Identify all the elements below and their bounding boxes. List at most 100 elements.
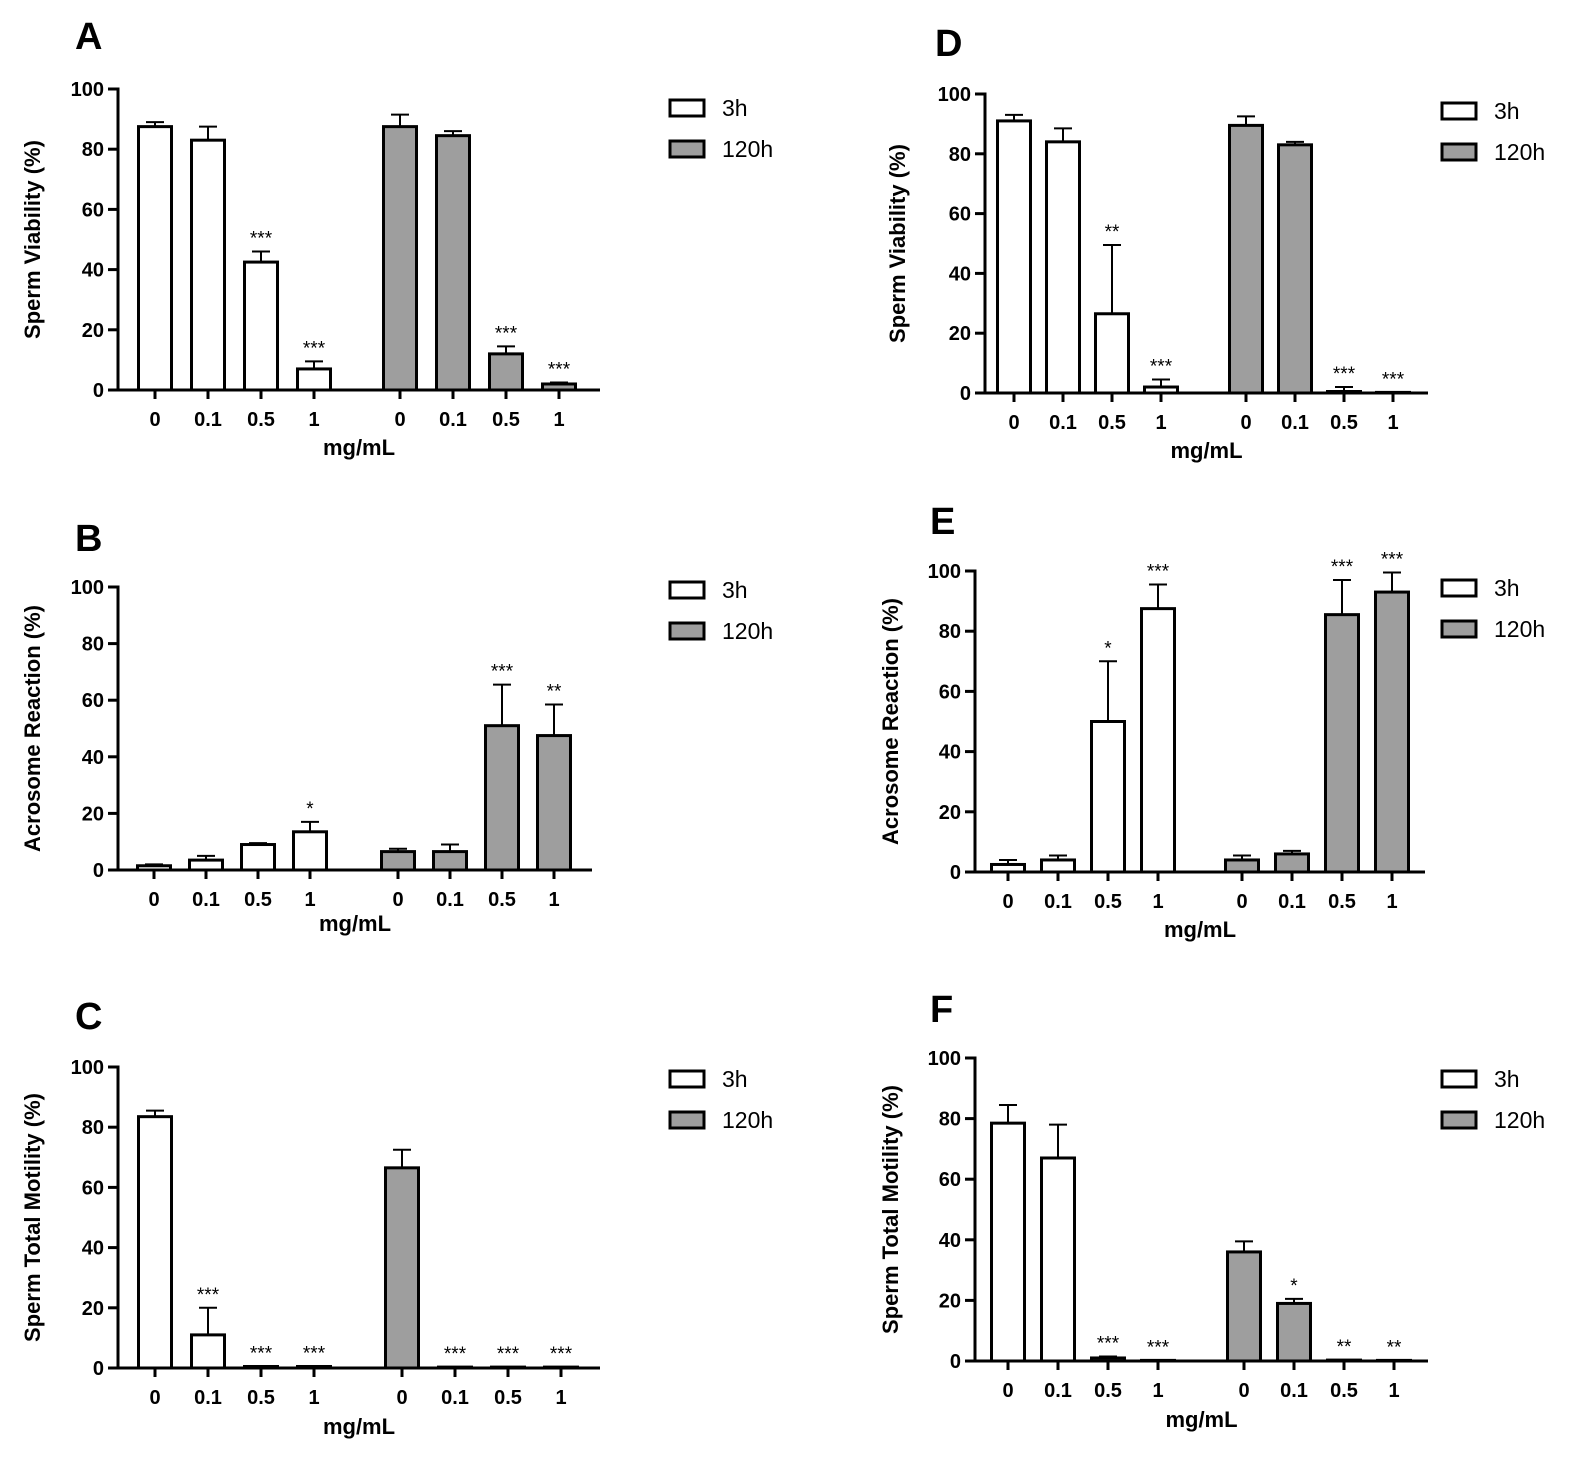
- bar-c-120h-1: [543, 1365, 579, 1370]
- x-tick-label-b: 0: [148, 889, 159, 911]
- panel-letter-b: B: [75, 518, 102, 560]
- x-tick-label-e: 0.1: [1044, 891, 1072, 913]
- y-tick-label-b: 80: [82, 634, 104, 656]
- bar-b-120h-1: [536, 734, 572, 872]
- x-tick-label-c: 0: [149, 1387, 160, 1409]
- y-axis-title-e: Acrosome Reaction (%): [878, 598, 903, 845]
- y-tick-label-e: 80: [939, 621, 961, 643]
- bar-c-3h-0: [137, 1115, 173, 1370]
- significance-c: ***: [303, 1343, 326, 1364]
- y-tick-label-d: 0: [960, 383, 971, 405]
- significance-b: ***: [491, 662, 514, 683]
- x-tick-label-a: 0.1: [194, 409, 222, 431]
- significance-e: ***: [1381, 550, 1404, 571]
- y-tick-label-b: 60: [82, 690, 104, 712]
- bar-d-3h-0: [996, 119, 1032, 395]
- x-tick-label-f: 0.1: [1044, 1380, 1072, 1402]
- bar-d-3h-1: [1143, 385, 1179, 395]
- x-axis-title-d: mg/mL: [1170, 438, 1242, 463]
- panel-letter-a: A: [75, 16, 102, 58]
- x-tick-label-d: 0.5: [1330, 412, 1358, 434]
- bar-a-120h-1: [541, 382, 577, 392]
- x-tick-label-a: 0.5: [492, 409, 520, 431]
- x-tick-label-c: 0: [396, 1387, 407, 1409]
- x-tick-label-e: 0.5: [1328, 891, 1356, 913]
- significance-c: ***: [197, 1285, 220, 1306]
- bar-d-3h-0.1: [1045, 140, 1081, 395]
- bar-f-120h-0: [1226, 1250, 1262, 1363]
- x-tick-label-a: 1: [553, 409, 564, 431]
- significance-a: ***: [495, 323, 518, 344]
- y-tick-label-a: 0: [93, 380, 104, 402]
- panel-letter-d: D: [935, 23, 962, 65]
- y-axis-title-d: Sperm Viability (%): [885, 144, 910, 343]
- x-tick-label-d: 0: [1008, 412, 1019, 434]
- significance-f: ***: [1097, 1333, 1120, 1354]
- bar-d-120h-0: [1228, 123, 1264, 395]
- x-tick-label-d: 0.1: [1281, 412, 1309, 434]
- legend-label-d: 3h: [1494, 98, 1520, 124]
- x-tick-label-d: 1: [1155, 412, 1166, 434]
- y-tick-label-b: 40: [82, 747, 104, 769]
- legend-label-b: 3h: [722, 577, 748, 603]
- y-tick-label-f: 80: [939, 1109, 961, 1131]
- y-tick-label-c: 0: [93, 1358, 104, 1380]
- legend-label-e: 3h: [1494, 575, 1520, 601]
- y-tick-label-d: 60: [949, 204, 971, 226]
- x-tick-label-f: 0: [1238, 1380, 1249, 1402]
- panel-d: D 0 20 40 60 80 100 Sperm Viability (%) mg/mL 0 0.…: [885, 23, 1545, 463]
- bar-c-120h-0.5: [490, 1365, 526, 1370]
- legend-label-a: 120h: [722, 136, 773, 162]
- y-tick-label-c: 80: [82, 1117, 104, 1139]
- y-axis-title-b: Acrosome Reaction (%): [20, 605, 45, 852]
- y-tick-label-c: 20: [82, 1298, 104, 1320]
- bar-c-3h-0.5: [243, 1364, 279, 1370]
- bar-e-3h-1: [1140, 607, 1176, 874]
- x-tick-label-a: 0: [394, 409, 405, 431]
- significance-c: ***: [550, 1344, 573, 1365]
- significance-c: ***: [250, 1343, 273, 1364]
- bar-b-120h-0: [380, 850, 416, 872]
- y-tick-label-e: 40: [939, 742, 961, 764]
- y-axis-title-a: Sperm Viability (%): [20, 140, 45, 339]
- y-axis-title-f: Sperm Total Motility (%): [878, 1085, 903, 1334]
- bar-a-3h-0: [137, 125, 173, 392]
- bar-f-3h-0.5: [1090, 1356, 1126, 1363]
- significance-c: ***: [444, 1344, 467, 1365]
- bar-e-3h-0: [990, 862, 1026, 874]
- legend-label-a: 3h: [722, 95, 748, 121]
- x-tick-label-c: 1: [555, 1387, 566, 1409]
- legend-swatch-e: [1440, 578, 1478, 598]
- bar-f-120h-0.1: [1276, 1301, 1312, 1363]
- x-axis-title-b: mg/mL: [319, 911, 391, 936]
- legend-label-f: 3h: [1494, 1066, 1520, 1092]
- x-axis-title-c: mg/mL: [323, 1414, 395, 1439]
- bar-e-3h-0.5: [1090, 720, 1126, 874]
- y-tick-label-a: 20: [82, 320, 104, 342]
- x-tick-label-c: 0.1: [441, 1387, 469, 1409]
- x-tick-label-c: 1: [308, 1387, 319, 1409]
- y-tick-label-a: 80: [82, 139, 104, 161]
- legend-swatch-d: [1440, 101, 1478, 121]
- x-tick-label-b: 1: [548, 889, 559, 911]
- y-tick-label-d: 20: [949, 323, 971, 345]
- significance-c: ***: [497, 1344, 520, 1365]
- x-tick-label-f: 1: [1388, 1380, 1399, 1402]
- y-tick-label-c: 100: [71, 1057, 104, 1079]
- bar-b-3h-0.5: [240, 843, 276, 872]
- x-tick-label-d: 0: [1240, 412, 1251, 434]
- significance-e: ***: [1331, 557, 1354, 578]
- x-tick-label-f: 0.5: [1330, 1380, 1358, 1402]
- legend-label-e: 120h: [1494, 616, 1545, 642]
- bar-d-120h-1: [1375, 390, 1411, 395]
- legend-label-c: 3h: [722, 1066, 748, 1092]
- bar-f-120h-0.5: [1326, 1358, 1362, 1363]
- x-tick-label-b: 1: [304, 889, 315, 911]
- y-tick-label-d: 80: [949, 144, 971, 166]
- y-tick-label-c: 60: [82, 1177, 104, 1199]
- bar-b-3h-1: [292, 830, 328, 872]
- x-tick-label-f: 0.5: [1094, 1380, 1122, 1402]
- y-tick-label-f: 60: [939, 1169, 961, 1191]
